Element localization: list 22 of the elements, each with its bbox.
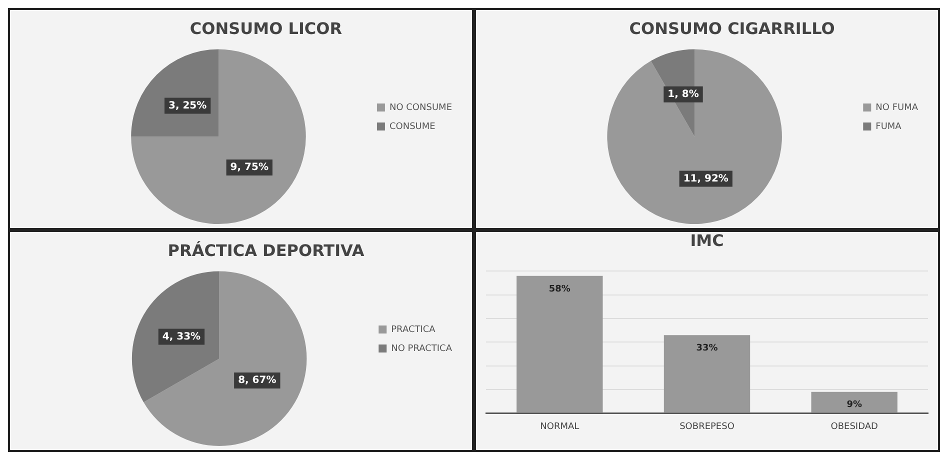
data-label: 3, 25%: [168, 100, 207, 112]
data-label: 33%: [696, 343, 718, 354]
data-label: 58%: [548, 284, 570, 294]
chart-title: CONSUMO LICOR: [190, 18, 342, 38]
data-label: 9, 75%: [230, 162, 268, 174]
data-label: 8, 67%: [238, 375, 276, 386]
chart-title: IMC: [690, 230, 724, 250]
legend-label: PRACTICA: [391, 324, 436, 335]
legend-label: FUMA: [876, 122, 902, 132]
data-label: 9%: [846, 400, 862, 410]
x-tick-label: NORMAL: [540, 422, 580, 432]
x-tick-label: OBESIDAD: [830, 422, 878, 432]
chart-title: CONSUMO CIGARRILLO: [629, 18, 835, 38]
data-label: 4, 33%: [162, 331, 201, 342]
x-tick-label: SOBREPESO: [680, 422, 734, 432]
legend-label: NO CONSUME: [389, 102, 452, 113]
legend-label: NO FUMA: [876, 102, 919, 113]
data-label: 1, 8%: [668, 88, 699, 100]
legend-label: NO PRACTICA: [391, 344, 453, 354]
data-label: 11, 92%: [683, 173, 728, 184]
chart-title: PRÁCTICA DEPORTIVA: [168, 240, 365, 260]
legend-label: CONSUME: [389, 122, 436, 132]
